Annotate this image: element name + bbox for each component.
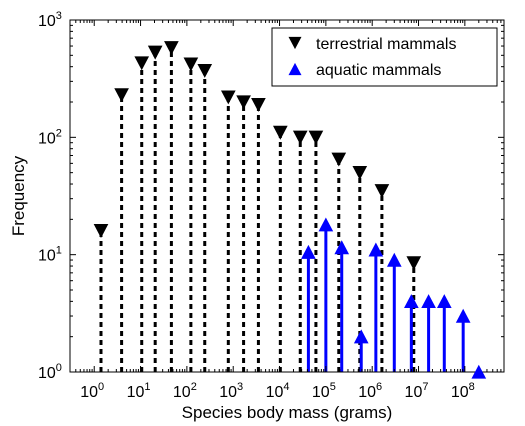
terrestrial-marker — [331, 152, 347, 167]
terrestrial-marker — [164, 41, 179, 56]
aquatic-marker — [386, 252, 402, 267]
x-tick-label: 100 — [80, 381, 104, 401]
terrestrial-marker — [197, 63, 213, 78]
terrestrial-marker — [374, 184, 390, 199]
terrestrial-marker — [272, 125, 288, 140]
y-tick-label: 102 — [38, 127, 62, 147]
x-tick-label: 102 — [173, 381, 197, 401]
x-tick-label: 106 — [358, 381, 382, 401]
stems-layer — [99, 47, 465, 372]
aquatic-marker — [353, 329, 369, 344]
x-tick-label: 107 — [405, 381, 429, 401]
legend: terrestrial mammals aquatic mammals — [271, 27, 498, 87]
terrestrial-marker — [292, 130, 308, 145]
aquatic-marker — [404, 294, 419, 309]
aquatic-marker — [301, 244, 316, 259]
x-tick-label: 104 — [266, 381, 290, 401]
legend-marker-aquatic — [288, 62, 302, 76]
x-tick-label: 101 — [127, 381, 151, 401]
x-tick-label: 105 — [312, 381, 336, 401]
y-tick-label: 101 — [38, 245, 62, 265]
aquatic-marker — [421, 294, 436, 309]
aquatic-marker — [455, 308, 471, 323]
terrestrial-marker — [352, 165, 368, 180]
x-tick-label: 108 — [451, 381, 475, 401]
x-axis-label: Species body mass (grams) — [182, 403, 393, 422]
terrestrial-marker — [406, 256, 422, 271]
y-axis-label: Frequency — [9, 155, 28, 236]
terrestrial-marker — [251, 97, 266, 112]
terrestrial-marker — [308, 130, 324, 145]
ticks-layer: 100 101 102 103 104 105 106 107 108 100 101 102 103 — [38, 10, 505, 401]
y-tick-label: 103 — [38, 10, 62, 30]
x-tick-label: 103 — [219, 381, 243, 401]
markers-layer — [93, 41, 487, 379]
legend-marker-terrestrial — [288, 36, 302, 50]
terrestrial-marker — [236, 95, 251, 110]
legend-label-aquatic: aquatic mammals — [316, 62, 441, 79]
terrestrial-marker — [93, 224, 109, 238]
aquatic-marker — [334, 240, 350, 255]
terrestrial-marker — [147, 45, 163, 60]
plot-frame — [69, 19, 505, 373]
aquatic-marker — [436, 294, 452, 309]
terrestrial-marker — [114, 88, 129, 103]
terrestrial-marker — [220, 90, 236, 105]
legend-label-terrestrial: terrestrial mammals — [316, 36, 456, 53]
y-tick-label: 100 — [38, 362, 62, 382]
terrestrial-marker — [134, 56, 150, 71]
aquatic-marker — [368, 242, 384, 257]
aquatic-marker — [471, 364, 487, 379]
terrestrial-marker — [183, 57, 199, 72]
legend-box — [271, 27, 498, 87]
aquatic-marker — [318, 217, 334, 232]
